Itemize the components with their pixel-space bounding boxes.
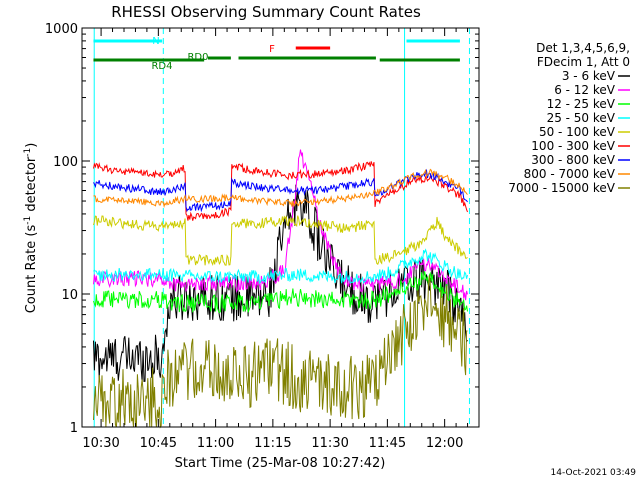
flag-label-f: F xyxy=(269,44,275,55)
legend-entry-label: 25 - 50 keV xyxy=(547,111,616,125)
legend-entry-label: 6 - 12 keV xyxy=(554,83,616,97)
series-line-2 xyxy=(93,271,468,314)
plot-frame xyxy=(81,27,480,428)
chart-title: RHESSI Observing Summary Count Rates xyxy=(111,3,421,21)
x-tick-label: 11:00 xyxy=(197,436,234,451)
legend-entry-label: 300 - 800 keV xyxy=(531,153,615,167)
y-label-end: ) xyxy=(24,143,39,148)
x-tick-label: 11:15 xyxy=(254,436,291,451)
series-line-3 xyxy=(93,248,468,285)
y-tick-label: 1 xyxy=(70,421,78,436)
y-axis-label: Count Rate (s-1 detector-1) xyxy=(23,143,39,314)
x-tick-label: 11:45 xyxy=(369,436,406,451)
y-tick-label: 100 xyxy=(53,155,78,170)
legend-header-1: Det 1,3,4,5,6,9, xyxy=(536,41,630,55)
series-line-5 xyxy=(93,161,468,221)
x-tick-label: 12:00 xyxy=(426,436,463,451)
legend-entry-label: 50 - 100 keV xyxy=(539,125,616,139)
x-tick-label: 10:30 xyxy=(82,436,119,451)
flag-bars: N RD0 RD4 F xyxy=(93,36,460,72)
y-label-sup1: -1 xyxy=(23,216,33,225)
y-tick-label: 10 xyxy=(61,288,78,303)
y-label-sup2: -1 xyxy=(23,148,33,157)
x-tick-label: 10:45 xyxy=(140,436,177,451)
legend-entry-label: 12 - 25 keV xyxy=(547,97,616,111)
flag-label-rd0: RD0 xyxy=(187,52,208,63)
y-label-mid: detector xyxy=(24,156,39,216)
x-axis: 10:30 10:45 11:00 11:15 11:30 11:45 12:00 xyxy=(82,28,469,451)
night-boundaries xyxy=(93,28,470,427)
legend-entry-label: 800 - 7000 keV xyxy=(524,167,616,181)
series-lines xyxy=(93,149,468,429)
legend-entry-label: 100 - 300 keV xyxy=(531,139,615,153)
series-line-4 xyxy=(93,215,468,267)
series-line-8 xyxy=(93,275,468,429)
x-tick-label: 11:30 xyxy=(311,436,348,451)
flag-label-n: N xyxy=(152,36,159,47)
y-label-main: Count Rate (s xyxy=(24,225,39,314)
legend: Det 1,3,4,5,6,9, FDecim 1, Att 0 3 - 6 k… xyxy=(508,41,630,195)
y-axis: 1 10 100 1000 xyxy=(45,22,479,436)
x-axis-label: Start Time (25-Mar-08 10:27:42) xyxy=(175,456,386,471)
flag-label-rd4: RD4 xyxy=(151,61,172,72)
legend-header-2: FDecim 1, Att 0 xyxy=(537,55,630,69)
y-tick-label: 1000 xyxy=(45,22,78,37)
legend-entry-label: 7000 - 15000 keV xyxy=(508,181,615,195)
series-line-7 xyxy=(93,168,468,209)
footer-timestamp: 14-Oct-2021 03:49 xyxy=(551,468,637,478)
legend-entry-label: 3 - 6 keV xyxy=(562,69,616,83)
